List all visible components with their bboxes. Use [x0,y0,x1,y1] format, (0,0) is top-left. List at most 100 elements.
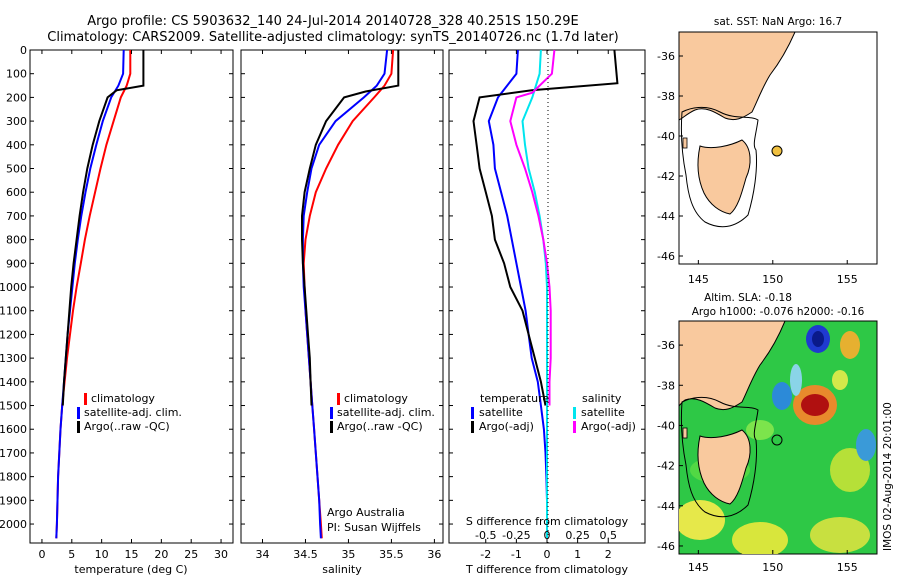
lon-tick-label: 150 [762,561,783,574]
x-tick-label: 34 [255,548,269,561]
legend-swatch-t-argo [471,421,474,433]
sst-map-ticks: 145 150 155 -36 -38 -40 -42 -44 -46 [657,50,858,286]
lat-tick-label: -38 [657,379,675,392]
salinity-plot-frame [240,49,444,544]
sst-map-title: sat. SST: NaN Argo: 16.7 [714,16,842,28]
lat-tick-label: -36 [657,339,675,352]
depth-tick-label: 1700 [0,447,27,460]
depth-tick-label: 600 [6,186,27,199]
argo-australia-label: Argo Australia [327,506,405,519]
series-line [509,49,556,406]
depth-tick-label: 300 [6,115,27,128]
legend-temperature-title: temperature [480,392,549,405]
depth-tick-label: 0 [20,44,27,57]
s-diff-tick-label: 0.5 [600,529,618,542]
sla-tasmania [697,429,751,505]
imos-timestamp: IMOS 02-Aug-2014 20:01:00 [882,402,894,551]
legend-t-satellite: satellite [479,406,523,419]
legend-swatch-s-satellite [573,407,576,419]
figure-title-line1: Argo profile: CS 5903632_140 24-Jul-2014… [87,14,578,29]
lat-tick-label: -44 [657,500,675,513]
series-line [472,49,619,406]
lon-tick-label: 150 [762,273,783,286]
x-tick-label: 0 [38,548,45,561]
argo-float-marker [771,145,783,157]
legend-swatch-t-satellite [471,407,474,419]
sla-map-title-line1: Altim. SLA: -0.18 [704,292,792,304]
legend-t-argo: Argo(-adj) [479,420,534,433]
x-tick-label: 2 [605,548,612,561]
salinity-legend-climatology: climatology [344,392,408,405]
temperature-xlabel: temperature (deg C) [74,563,187,576]
lat-tick-label: -42 [657,170,675,183]
lat-tick-label: -38 [657,90,675,103]
temperature-legend-argo: Argo(..raw -QC) [84,420,170,433]
s-diff-tick-label: -0.25 [502,529,530,542]
sla-shelf-contour [680,396,759,518]
salinity-legend: climatology satellite-adj. clim. Argo(..… [330,392,435,433]
depth-tick-label: 100 [6,68,27,81]
sla-map-ticks: 145 150 155 -36 -38 -40 -42 -44 -46 [657,339,858,574]
lon-tick-label: 145 [688,273,709,286]
x-tick-label: 36 [427,548,441,561]
temperature-plot-frame [29,49,234,544]
legend-s-satellite: satellite [581,406,625,419]
x-tick-label: -1 [511,548,522,561]
t-difference-x-ticks: -2 -1 0 1 2 [480,50,612,561]
x-tick-label: 5 [68,548,75,561]
s-diff-tick-label: -0.5 [475,529,496,542]
temperature-legend-climatology: climatology [91,392,155,405]
difference-legend: temperature salinity satellite Argo(-adj… [471,392,636,433]
series-line [521,49,548,539]
x-tick-label: 25 [184,548,198,561]
depth-tick-label: 1000 [0,281,27,294]
mainland-australia [679,32,796,121]
x-tick-label: 35.5 [379,548,404,561]
salinity-series [301,49,400,539]
x-tick-label: 20 [154,548,168,561]
shelf-contour [680,106,759,228]
series-line [301,50,400,406]
x-tick-label: -2 [480,548,491,561]
x-tick-label: 30 [214,548,228,561]
x-tick-label: 1 [574,548,581,561]
king-island [682,137,688,149]
lat-tick-label: -42 [657,460,675,473]
lat-tick-label: -40 [657,130,675,143]
legend-swatch-climatology [337,393,340,405]
sla-map-title-line2: Argo h1000: -0.076 h2000: -0.16 [692,306,865,318]
temperature-legend: climatology satellite-adj. clim. Argo(..… [77,392,182,433]
x-tick-label: 34.5 [293,548,318,561]
salinity-x-ticks: 34 34.5 35 35.5 36 [255,50,441,561]
depth-tick-label: 800 [6,234,27,247]
s-difference-x-ticks: -0.5 -0.25 0 0.25 0.5 [475,529,617,542]
salinity-legend-satellite: satellite-adj. clim. [337,406,435,419]
sla-map: 145 150 155 -36 -38 -40 -42 -44 -46 [657,320,878,574]
lon-tick-label: 145 [688,561,709,574]
pi-label: PI: Susan Wijffels [327,521,421,534]
difference-series [472,49,619,539]
depth-tick-label: 1200 [0,328,27,341]
sla-field [679,321,876,554]
series-line [487,49,548,539]
legend-s-argo: Argo(-adj) [581,420,636,433]
depth-tick-label: 700 [6,210,27,223]
depth-tick-label: 1900 [0,494,27,507]
salinity-xlabel: salinity [322,563,362,576]
lon-tick-label: 155 [837,561,858,574]
legend-swatch-satellite [330,407,333,419]
legend-swatch-argo [330,421,333,433]
lat-tick-label: -36 [657,50,675,63]
legend-swatch-climatology [84,393,87,405]
temperature-x-ticks: 0 5 10 15 20 25 30 [38,50,228,561]
sla-king-island [682,427,688,439]
depth-tick-label: 200 [6,91,27,104]
temperature-series [55,49,145,539]
x-tick-label: 10 [95,548,109,561]
depth-tick-label: 900 [6,257,27,270]
depth-tick-label: 500 [6,163,27,176]
s-difference-label: S difference from climatology [466,515,629,528]
depth-tick-label: 2000 [0,518,27,531]
figure-title-line2: Climatology: CARS2009. Satellite-adjuste… [47,30,619,45]
